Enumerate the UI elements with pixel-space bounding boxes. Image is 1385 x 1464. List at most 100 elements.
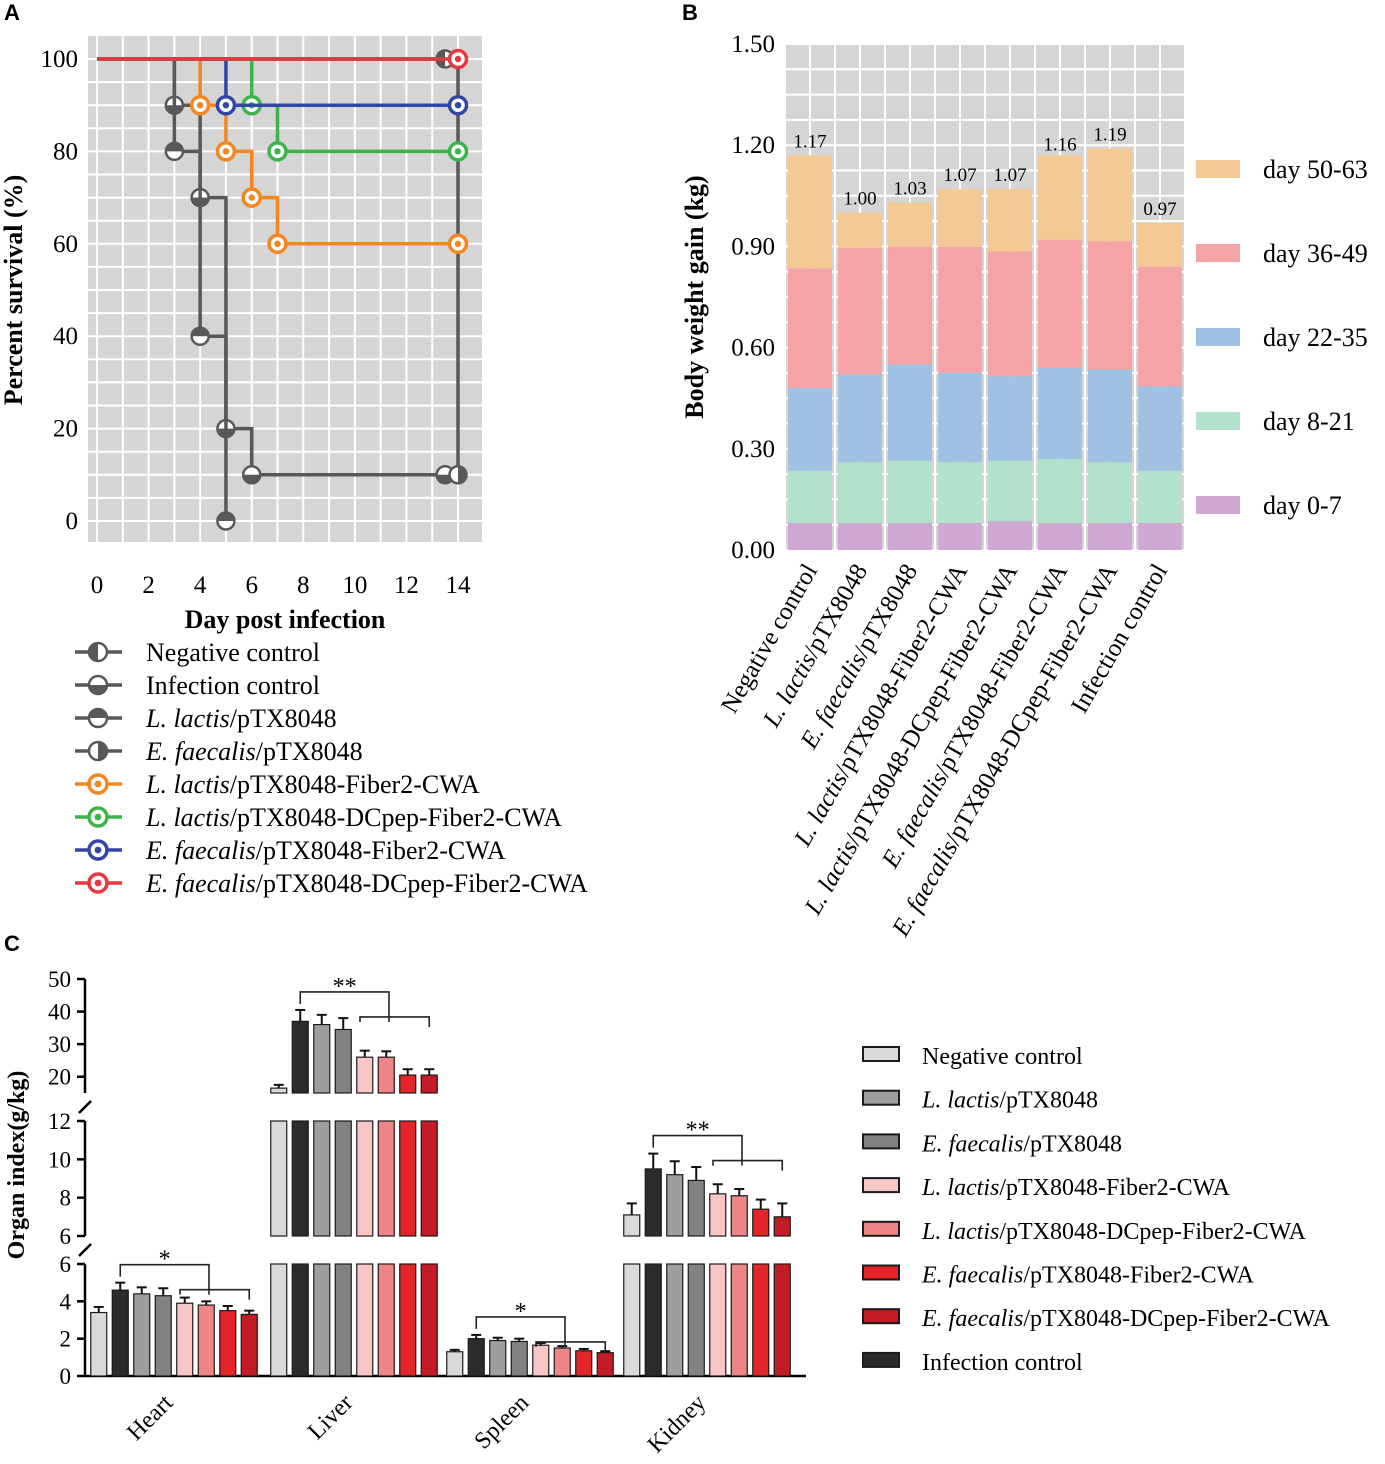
axis-break-mark xyxy=(78,1100,92,1114)
category-label-c: Heart xyxy=(122,1390,178,1446)
bar-infection-control xyxy=(291,1120,309,1237)
y-tick-label-c: 10 xyxy=(48,1147,71,1172)
y-tick-label-c: 50 xyxy=(48,967,71,992)
bar-infection-control xyxy=(291,1263,309,1377)
bar-negative-control xyxy=(623,1214,641,1237)
legend-label-a-rest: /pTX8048-DCpep-Fiber2-CWA xyxy=(230,803,562,832)
bar-infection-control xyxy=(111,1289,129,1377)
legend-swatch-c xyxy=(862,1220,900,1237)
bar-segment-day-36-49 xyxy=(788,268,832,389)
bar-l-lactis-ptx8048-fiber2-cwa xyxy=(532,1344,550,1377)
bar-segment-day-50-63 xyxy=(988,189,1032,252)
y-tick-label-a: 100 xyxy=(41,46,79,73)
bar-segment-day-36-49 xyxy=(988,251,1032,377)
legend-label-a-rest: /pTX8048 xyxy=(256,737,363,766)
bar-l-lactis-ptx8048-dcpep-fiber2-cwa xyxy=(377,1056,395,1094)
bar-e-faecalis-ptx8048 xyxy=(334,1263,352,1377)
marker-dot xyxy=(454,240,462,248)
bar-segment-day-0-7 xyxy=(1088,523,1132,550)
bar-segment-day-0-7 xyxy=(838,523,882,550)
legend-label-a-rest: Infection control xyxy=(146,671,320,700)
total-label: 1.07 xyxy=(943,165,976,186)
total-label: 1.07 xyxy=(993,165,1026,186)
y-tick-label-c: 2 xyxy=(60,1327,72,1352)
bar-segment-day-22-35 xyxy=(988,376,1032,461)
bar-segment-day-50-63 xyxy=(1138,222,1182,267)
x-tick-label-a: 12 xyxy=(394,572,419,599)
marker-half-fill xyxy=(89,709,107,718)
series-e-faecalis-ptx8048-dcpep-fiber2-cwa xyxy=(97,48,469,70)
x-axis-title-a: Day post infection xyxy=(185,605,386,634)
y-tick-label-c: 0 xyxy=(60,1364,72,1389)
y-tick-label-c: 8 xyxy=(60,1186,72,1211)
panel-label-b: B xyxy=(682,0,698,25)
marker-dot xyxy=(454,101,462,109)
bar-segment-day-0-7 xyxy=(1138,523,1182,550)
legend-label-c: E. faecalis/pTX8048 xyxy=(921,1131,1122,1157)
marker-dot xyxy=(94,846,102,854)
total-label: 1.16 xyxy=(1043,135,1076,156)
legend-label-a: L. lactis/pTX8048-Fiber2-CWA xyxy=(145,770,480,799)
bar-l-lactis-ptx8048-dcpep-fiber2-cwa xyxy=(553,1347,571,1377)
bar-e-faecalis-ptx8048 xyxy=(334,1120,352,1237)
bar-e-faecalis-ptx8048 xyxy=(154,1295,172,1377)
bar-l-lactis-ptx8048-fiber2-cwa xyxy=(709,1263,727,1377)
significance-bracket xyxy=(179,1288,251,1300)
legend-label-c-rest: /pTX8048-DCpep-Fiber2-CWA xyxy=(1023,1306,1330,1332)
y-tick-label-a: 60 xyxy=(53,231,78,258)
significance-bracket xyxy=(535,1341,607,1352)
bar-e-faecalis-ptx8048-fiber2-cwa xyxy=(399,1120,417,1237)
bar-segment-day-22-35 xyxy=(1088,369,1132,463)
legend-label-a: Infection control xyxy=(146,671,320,700)
bar-segment-day-22-35 xyxy=(888,364,932,461)
bar-l-lactis-ptx8048 xyxy=(313,1263,331,1377)
bar-e-faecalis-ptx8048-fiber2-cwa xyxy=(219,1310,237,1377)
total-label: 1.19 xyxy=(1093,125,1126,146)
y-tick-label-c: 12 xyxy=(48,1109,71,1134)
legend-label-b: day 0-7 xyxy=(1263,491,1342,520)
bar-negative-control xyxy=(270,1087,288,1094)
x-tick-label-a: 10 xyxy=(342,572,367,599)
series-l-lactis-ptx8048-fiber2-cwa xyxy=(97,57,469,255)
legend-label-a-rest: Negative control xyxy=(146,638,320,667)
bar-segment-day-22-35 xyxy=(788,388,832,471)
marker-dot xyxy=(454,148,462,155)
legend-swatch-c xyxy=(862,1308,900,1325)
y-tick-label-a: 0 xyxy=(66,508,79,535)
marker-half-fill xyxy=(98,742,107,760)
legend-label-a-italic: E. faecalis xyxy=(145,836,256,865)
marker-dot xyxy=(274,240,281,248)
legend-label-a: E. faecalis/pTX8048-DCpep-Fiber2-CWA xyxy=(145,869,588,898)
legend-swatch-c xyxy=(862,1046,900,1062)
bar-l-lactis-ptx8048 xyxy=(666,1263,684,1377)
x-tick-label-a: 6 xyxy=(245,572,258,599)
legend-label-a-italic: E. faecalis xyxy=(145,869,256,898)
y-axis-title-a: Percent survival (%) xyxy=(0,175,28,406)
bar-segment-day-8-21 xyxy=(788,470,832,524)
bar-l-lactis-ptx8048-fiber2-cwa xyxy=(709,1193,727,1237)
legend-label-c-italic: L. lactis xyxy=(921,1175,999,1201)
marker-dot xyxy=(274,148,281,155)
bar-e-faecalis-ptx8048-fiber2-cwa xyxy=(575,1350,593,1377)
significance-label: * xyxy=(159,1247,171,1273)
legend-swatch-c xyxy=(862,1089,900,1106)
legend-label-a-rest: /pTX8048-DCpep-Fiber2-CWA xyxy=(256,869,588,898)
bar-segment-day-0-7 xyxy=(938,523,982,550)
x-tick-label-a: 2 xyxy=(142,572,155,599)
legend-swatch-b xyxy=(1196,328,1240,346)
legend-label-a-rest: /pTX8048 xyxy=(230,704,337,733)
legend-label-b: day 36-49 xyxy=(1263,239,1368,268)
y-tick-label-b: 0.90 xyxy=(731,233,775,260)
bar-segment-day-50-63 xyxy=(888,202,932,247)
bar-segment-day-36-49 xyxy=(1038,239,1082,368)
legend-label-a: E. faecalis/pTX8048 xyxy=(145,737,363,766)
bar-segment-day-50-63 xyxy=(788,155,832,269)
bar-l-lactis-ptx8048 xyxy=(489,1339,507,1377)
bar-e-faecalis-ptx8048 xyxy=(687,1179,705,1237)
legend-label-c: E. faecalis/pTX8048-DCpep-Fiber2-CWA xyxy=(921,1306,1331,1332)
y-tick-label-c: 30 xyxy=(48,1032,71,1057)
legend-label-a: L. lactis/pTX8048-DCpep-Fiber2-CWA xyxy=(145,803,562,832)
survival-line-l-lactis-ptx8048-fiber2-cwa xyxy=(97,57,458,246)
category-label-c: Kidney xyxy=(643,1390,711,1458)
y-tick-label-a: 40 xyxy=(53,323,78,350)
